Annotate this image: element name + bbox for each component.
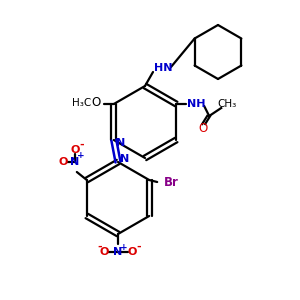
Text: -: - <box>80 140 84 150</box>
Text: H₃C: H₃C <box>72 98 92 108</box>
Text: NH: NH <box>187 99 206 109</box>
Text: N: N <box>120 154 130 164</box>
Text: N: N <box>113 247 123 257</box>
Text: CH₃: CH₃ <box>218 99 237 109</box>
Text: O: O <box>70 145 80 155</box>
Text: -: - <box>137 242 141 252</box>
Text: O: O <box>58 157 68 167</box>
Text: O: O <box>91 97 101 110</box>
Text: Br: Br <box>164 176 178 188</box>
Text: O: O <box>199 122 208 136</box>
Text: +: + <box>77 152 85 160</box>
Text: +: + <box>120 242 128 251</box>
Text: -: - <box>98 242 102 252</box>
Text: N: N <box>116 138 125 148</box>
Text: O: O <box>99 247 109 257</box>
Text: N: N <box>70 157 80 167</box>
Text: O: O <box>127 247 137 257</box>
Text: HN: HN <box>154 63 172 73</box>
